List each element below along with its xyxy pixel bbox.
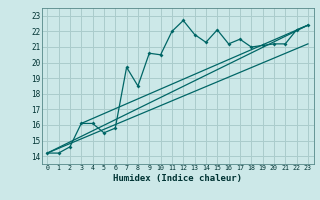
X-axis label: Humidex (Indice chaleur): Humidex (Indice chaleur) — [113, 174, 242, 183]
